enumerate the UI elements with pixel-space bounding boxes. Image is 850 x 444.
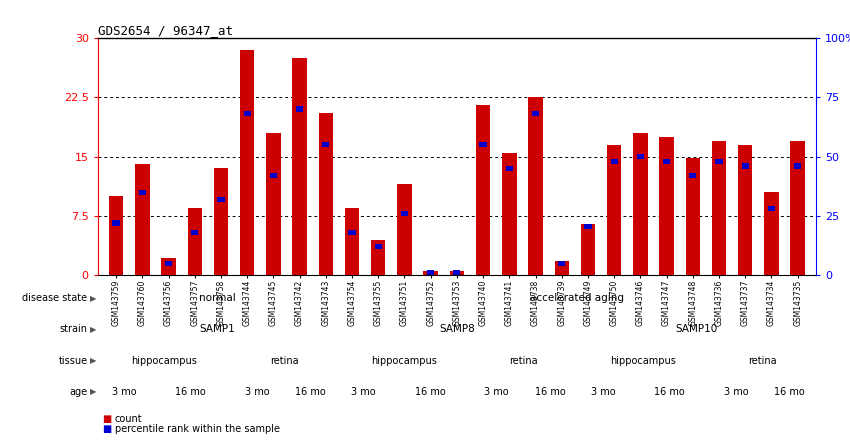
Text: strain: strain	[60, 325, 88, 334]
Bar	[741, 163, 749, 169]
Text: 16 mo: 16 mo	[535, 387, 565, 396]
Bar	[191, 230, 198, 235]
Bar	[584, 224, 592, 229]
Bar	[450, 271, 464, 275]
Text: 16 mo: 16 mo	[295, 387, 326, 396]
Text: hippocampus: hippocampus	[371, 356, 437, 365]
Bar	[532, 111, 539, 116]
Text: ▶: ▶	[90, 294, 97, 303]
Bar	[689, 173, 696, 178]
Bar	[768, 206, 775, 211]
Bar	[296, 107, 303, 111]
Bar	[554, 261, 569, 275]
Text: normal: normal	[199, 293, 235, 303]
Bar	[716, 159, 722, 164]
Bar	[686, 158, 700, 275]
Bar	[269, 173, 277, 178]
Text: accelerated aging: accelerated aging	[530, 293, 624, 303]
Bar	[188, 208, 202, 275]
Text: GDS2654 / 96347_at: GDS2654 / 96347_at	[98, 24, 233, 36]
Text: retina: retina	[509, 356, 538, 365]
Bar	[401, 211, 408, 216]
Bar	[581, 224, 595, 275]
Bar	[660, 137, 674, 275]
Bar	[663, 159, 670, 164]
Text: ■: ■	[102, 414, 111, 424]
Bar	[711, 141, 726, 275]
Text: hippocampus: hippocampus	[610, 356, 676, 365]
Bar	[794, 163, 802, 169]
Bar	[139, 190, 146, 195]
Text: age: age	[70, 387, 88, 396]
Text: SAMP1: SAMP1	[200, 325, 235, 334]
Bar	[427, 270, 434, 275]
Text: ▶: ▶	[90, 356, 97, 365]
Bar	[165, 261, 173, 266]
Bar	[322, 142, 330, 147]
Text: tissue: tissue	[59, 356, 88, 365]
Text: 3 mo: 3 mo	[112, 387, 137, 396]
Bar	[112, 221, 120, 226]
Text: 16 mo: 16 mo	[774, 387, 805, 396]
Bar	[109, 196, 123, 275]
Bar	[371, 240, 385, 275]
Bar	[764, 192, 779, 275]
Text: ▶: ▶	[90, 325, 97, 334]
Text: 3 mo: 3 mo	[351, 387, 376, 396]
Text: ■: ■	[102, 424, 111, 434]
Text: count: count	[115, 414, 142, 424]
Bar	[266, 133, 280, 275]
Bar	[738, 145, 752, 275]
Bar	[637, 154, 644, 159]
Bar	[319, 113, 333, 275]
Text: 3 mo: 3 mo	[484, 387, 509, 396]
Bar	[607, 145, 621, 275]
Bar	[345, 208, 360, 275]
Bar	[375, 244, 382, 250]
Bar	[213, 168, 228, 275]
Bar	[558, 261, 565, 266]
Bar	[790, 141, 805, 275]
Text: retina: retina	[749, 356, 777, 365]
Text: 16 mo: 16 mo	[415, 387, 445, 396]
Text: percentile rank within the sample: percentile rank within the sample	[115, 424, 280, 434]
Bar	[240, 50, 254, 275]
Bar	[506, 166, 513, 171]
Bar	[244, 111, 251, 116]
Bar	[529, 97, 542, 275]
Bar	[292, 58, 307, 275]
Bar	[453, 270, 461, 275]
Bar	[348, 230, 355, 235]
Bar	[397, 184, 411, 275]
Text: 3 mo: 3 mo	[245, 387, 269, 396]
Text: 3 mo: 3 mo	[724, 387, 749, 396]
Bar	[610, 159, 618, 164]
Text: 16 mo: 16 mo	[175, 387, 207, 396]
Bar	[633, 133, 648, 275]
Text: SAMP8: SAMP8	[439, 325, 475, 334]
Text: 16 mo: 16 mo	[654, 387, 685, 396]
Text: retina: retina	[269, 356, 298, 365]
Bar	[476, 105, 490, 275]
Text: disease state: disease state	[22, 293, 88, 303]
Text: ▶: ▶	[90, 387, 97, 396]
Bar	[479, 142, 487, 147]
Bar	[502, 153, 517, 275]
Bar	[135, 164, 150, 275]
Text: 3 mo: 3 mo	[591, 387, 615, 396]
Text: hippocampus: hippocampus	[131, 356, 197, 365]
Bar	[218, 197, 224, 202]
Text: SAMP10: SAMP10	[675, 325, 717, 334]
Bar	[162, 258, 176, 275]
Bar	[423, 271, 438, 275]
